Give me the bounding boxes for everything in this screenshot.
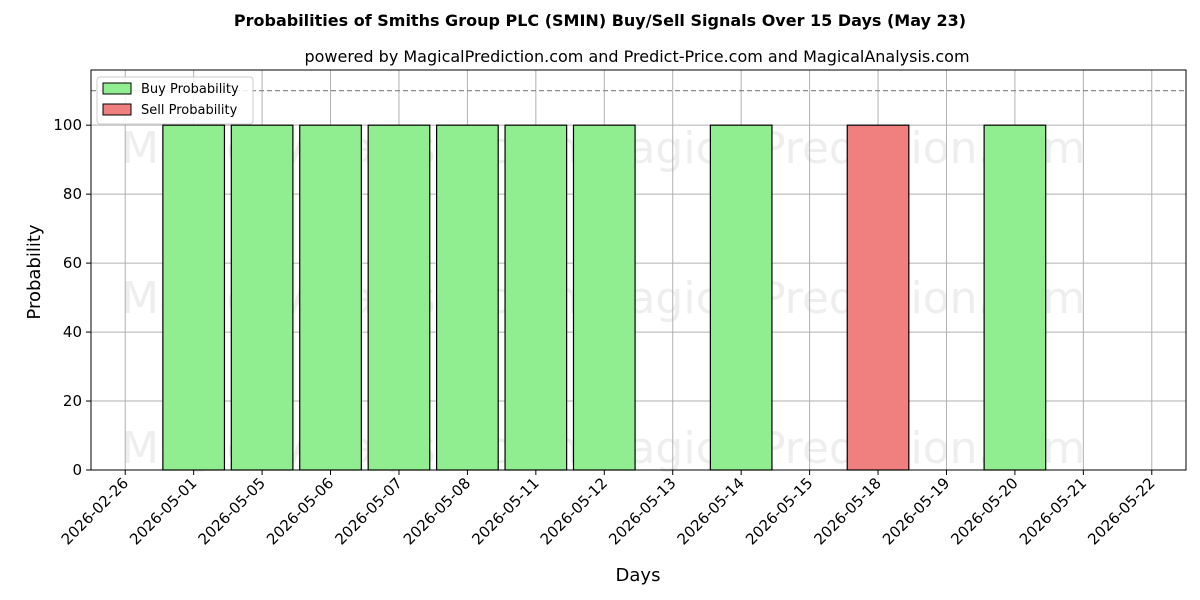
y-axis-label: Probability	[24, 224, 45, 319]
x-tick-label: 2026-05-18	[810, 474, 884, 548]
y-tick-label: 100	[53, 116, 82, 134]
chart-subtitle: powered by MagicalPrediction.com and Pre…	[304, 47, 969, 66]
buy-bar	[436, 124, 499, 471]
chart-title: Probabilities of Smiths Group PLC (SMIN)…	[234, 11, 966, 30]
legend-swatch	[102, 82, 132, 95]
x-tick-label: 2026-05-19	[879, 474, 953, 548]
buy-bar	[572, 124, 636, 471]
x-tick-label: 2026-05-14	[674, 474, 748, 548]
buy-bar	[983, 124, 1047, 471]
x-tick-label: 2026-05-22	[1084, 474, 1158, 548]
buy-bar	[230, 124, 294, 471]
x-axis-label: Days	[616, 565, 661, 586]
buy-bar	[367, 124, 431, 471]
x-tick-label: 2026-05-01	[126, 474, 200, 548]
legend-label: Sell Probability	[141, 103, 238, 118]
y-tick-label: 60	[63, 254, 82, 272]
legend-swatch	[102, 103, 132, 116]
buy-bar	[504, 124, 568, 471]
x-tick-label: 2026-02-26	[58, 474, 132, 548]
plot-frame	[90, 69, 1187, 471]
y-tick-label: 20	[63, 392, 82, 410]
sell-bar	[846, 124, 910, 471]
x-tick-label: 2026-05-08	[400, 474, 474, 548]
x-tick-label: 2026-05-13	[605, 474, 679, 548]
x-tick-label: 2026-05-21	[1016, 474, 1090, 548]
x-tick-label: 2026-05-20	[947, 474, 1021, 548]
buy-bar	[299, 124, 362, 471]
x-tick-label: 2026-05-05	[195, 474, 269, 548]
x-tick-label: 2026-05-15	[742, 474, 816, 548]
buy-bar	[162, 124, 226, 471]
legend: Buy Probability Sell Probability	[96, 76, 254, 125]
y-tick-label: 0	[72, 461, 82, 479]
legend-label: Buy Probability	[141, 82, 239, 97]
y-tick-label: 80	[63, 185, 82, 203]
legend-box	[96, 76, 254, 125]
y-tick-label: 40	[63, 323, 82, 341]
buy-bar	[709, 124, 773, 471]
x-tick-label: 2026-05-06	[263, 474, 337, 548]
x-tick-label: 2026-05-07	[331, 474, 405, 548]
x-tick-label: 2026-05-11	[468, 474, 542, 548]
x-tick-label: 2026-05-12	[537, 474, 611, 548]
